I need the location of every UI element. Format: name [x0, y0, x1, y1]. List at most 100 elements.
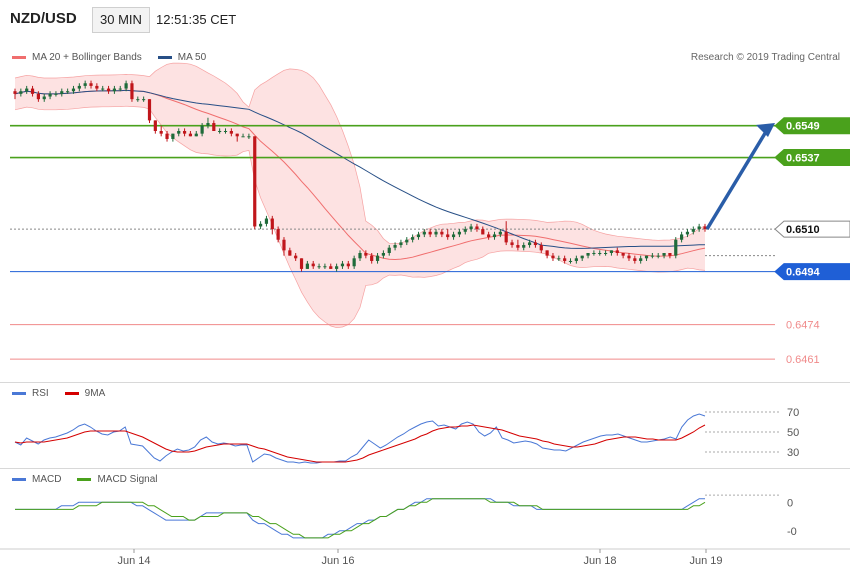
candle-body	[229, 131, 233, 134]
copyright-text: Research © 2019 Trading Central	[690, 52, 840, 63]
candle-body	[335, 266, 339, 269]
candle-body	[609, 250, 614, 253]
macd-signal-legend-label: MACD Signal	[97, 474, 158, 485]
candle-body	[656, 255, 660, 257]
candle-body	[498, 231, 502, 235]
candle-body	[142, 99, 146, 101]
candle-body	[188, 133, 193, 137]
candle-body	[311, 263, 315, 267]
candle-body	[253, 136, 257, 227]
candle-body	[112, 88, 117, 92]
x-tick-label: Jun 18	[583, 555, 616, 567]
level-label-0.6537: 0.6537	[786, 153, 820, 165]
rsi-legend-label: RSI	[32, 388, 49, 399]
candle-body	[370, 255, 374, 261]
candle-body	[428, 231, 432, 235]
bb-legend-label: MA 20 + Bollinger Bands	[32, 52, 142, 63]
candle-body	[568, 260, 573, 262]
candle-body	[487, 234, 491, 238]
macd-tick-0: 0	[787, 497, 793, 509]
candle-body	[136, 99, 140, 101]
candle-body	[586, 253, 590, 256]
candle-body	[329, 266, 333, 269]
candle-body	[177, 131, 181, 134]
macd-legend-label: MACD	[32, 474, 62, 485]
candle-body	[563, 258, 567, 261]
candle-body	[30, 88, 35, 94]
candle-body	[200, 125, 204, 134]
forecast-arrow-shaft	[705, 127, 770, 231]
candle-body	[317, 266, 321, 268]
candle-body	[95, 85, 99, 89]
candle-body	[633, 258, 637, 261]
ma50-legend-swatch	[157, 56, 172, 59]
candle-body	[118, 88, 122, 90]
rsi-legend: RSI 9MA	[12, 388, 105, 399]
bollinger-lower-line	[14, 105, 706, 329]
bb-legend-swatch	[12, 56, 26, 59]
candle-body	[346, 263, 350, 267]
ma50-legend-label: MA 50	[177, 52, 207, 63]
candle-body	[393, 245, 397, 248]
candle-body	[691, 229, 695, 232]
candle-body	[71, 88, 76, 92]
candle-body	[42, 96, 46, 100]
level-label-0.6549: 0.6549	[786, 121, 820, 133]
candle-body	[627, 255, 631, 259]
candle-body	[124, 83, 128, 89]
rsi-line	[14, 413, 706, 464]
candle-body	[557, 258, 561, 260]
candle-body	[241, 136, 245, 138]
candle-body	[206, 123, 210, 126]
candle-body	[48, 93, 52, 97]
level-tag-0.6549	[774, 117, 850, 135]
rsi-tick-70: 70	[787, 407, 799, 419]
candle-body	[375, 255, 380, 261]
candle-body	[54, 93, 58, 95]
rsi-tick-50: 50	[787, 427, 799, 439]
candle-body	[621, 253, 625, 256]
candle-body	[516, 245, 520, 248]
candle-body	[264, 218, 269, 224]
candle-body	[510, 242, 514, 246]
candle-body	[89, 83, 93, 86]
candle-body	[411, 237, 415, 240]
candle-body	[305, 263, 309, 269]
candle-body	[340, 263, 345, 267]
candle-body	[405, 239, 409, 243]
candle-body	[171, 133, 175, 139]
candle-body	[592, 253, 596, 254]
candle-body	[352, 258, 356, 267]
x-tick-label: Jun 19	[689, 555, 722, 567]
candle-body	[25, 88, 29, 92]
pane-divider-rsi	[0, 382, 850, 383]
candle-body	[19, 91, 23, 94]
level-tag-0.6537	[774, 149, 850, 167]
candle-body	[130, 83, 134, 100]
candle-body	[545, 250, 549, 256]
candle-body	[481, 229, 485, 235]
candle-body	[603, 253, 608, 254]
candle-body	[475, 226, 479, 230]
candle-body	[539, 245, 543, 251]
timeframe-button[interactable]: 30 MIN	[92, 7, 150, 33]
price-legend: MA 20 + Bollinger Bands MA 50	[12, 52, 206, 63]
candle-body	[83, 83, 87, 86]
level-label-0.6461: 0.6461	[786, 354, 820, 366]
candle-body	[106, 88, 111, 92]
candle-body	[282, 239, 286, 251]
candle-body	[364, 253, 368, 256]
macd-signal-line	[15, 498, 706, 539]
candle-body	[504, 231, 508, 243]
candle-body	[680, 234, 684, 240]
candle-body	[522, 245, 526, 248]
candle-body	[457, 231, 462, 235]
candle-body	[182, 131, 187, 134]
candle-body	[703, 226, 707, 230]
rsi-legend-swatch	[12, 392, 26, 395]
candle-body	[440, 231, 444, 235]
level-label-0.6474: 0.6474	[786, 320, 820, 332]
candle-body	[674, 239, 678, 256]
candle-body	[299, 258, 304, 269]
